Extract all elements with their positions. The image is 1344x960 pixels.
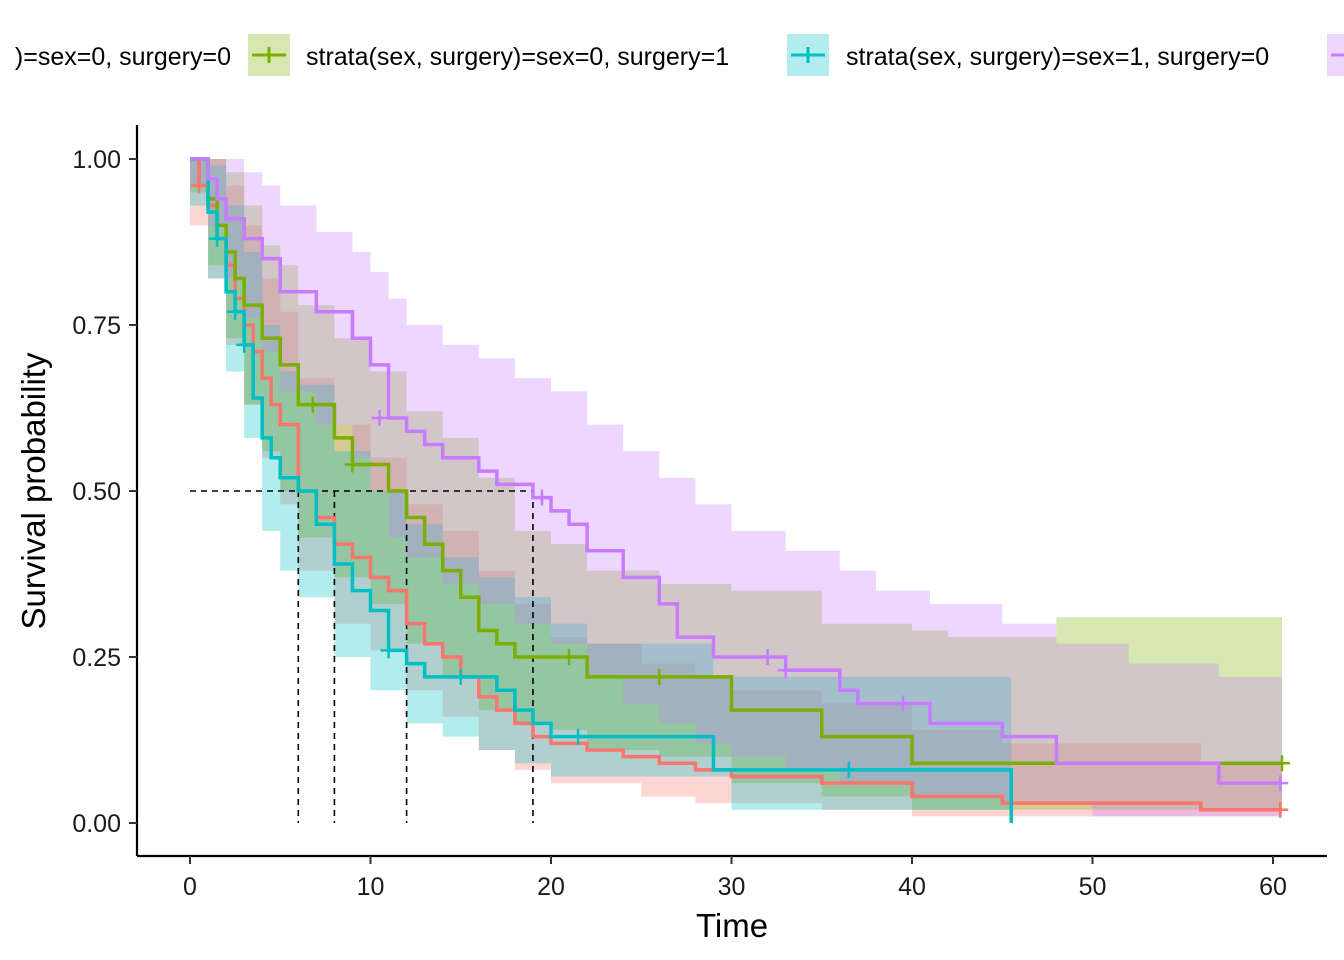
censor-mark	[533, 489, 550, 506]
legend-item-2: strata(sex, surgery)=sex=0, surgery=1	[248, 34, 729, 76]
censor-marks	[191, 177, 1291, 818]
censor-mark	[236, 336, 253, 353]
censor-mark	[380, 642, 397, 659]
confidence-band-4	[190, 159, 1283, 817]
censor-mark	[1272, 775, 1289, 792]
legend-key-line	[791, 47, 825, 63]
y-tick-label: 0.50	[72, 478, 121, 506]
x-ticks: 0 10 20 30 40 50 60	[183, 856, 1287, 901]
censor-mark	[191, 177, 208, 194]
censor-mark	[570, 728, 587, 745]
censor-mark	[777, 662, 794, 679]
censor-mark	[840, 761, 857, 778]
legend-label: strata(sex, surgery)=sex=1, surgery=0	[846, 43, 1269, 71]
censor-mark	[344, 456, 361, 473]
legend: )=sex=0, surgery=0 strata(sex, surgery)=s…	[15, 34, 1344, 76]
y-tick-label: 0.00	[72, 810, 121, 838]
censor-mark	[227, 303, 244, 320]
x-axis-title: Time	[696, 907, 768, 944]
y-tick-label: 1.00	[72, 146, 121, 174]
confidence-band-3	[190, 159, 1012, 810]
legend-key-line	[1331, 53, 1344, 57]
censor-mark	[651, 668, 668, 685]
censor-mark	[759, 649, 776, 665]
x-tick-label: 60	[1259, 873, 1287, 901]
x-tick-label: 10	[357, 873, 385, 901]
confidence-bands	[190, 159, 1283, 823]
x-tick-label: 0	[183, 873, 197, 901]
y-tick-label: 0.25	[72, 644, 121, 672]
confidence-band-1	[190, 159, 1283, 823]
censor-mark	[371, 409, 388, 426]
y-tick-label: 0.75	[72, 312, 121, 340]
legend-label: strata(sex, surgery)=sex=0, surgery=1	[306, 43, 729, 71]
x-tick-label: 40	[898, 873, 926, 901]
legend-item-3: strata(sex, surgery)=sex=1, surgery=0	[787, 34, 1269, 76]
legend-key-line	[252, 47, 286, 63]
legend-item-4	[1327, 34, 1344, 76]
x-tick-label: 30	[718, 873, 746, 901]
confidence-band-2	[190, 159, 1283, 810]
y-axis-title: Survival probability	[15, 352, 52, 629]
censor-mark	[1272, 801, 1289, 818]
survival-line-4	[190, 157, 1283, 785]
x-tick-label: 50	[1079, 873, 1107, 901]
censor-mark	[304, 396, 321, 413]
y-ticks: 0.00 0.25 0.50 0.75 1.00	[72, 146, 137, 838]
censor-mark	[452, 668, 469, 685]
censor-mark	[209, 230, 226, 247]
legend-item-1: )=sex=0, surgery=0	[15, 43, 231, 71]
censor-mark	[1274, 755, 1291, 772]
legend-label: )=sex=0, surgery=0	[15, 43, 231, 71]
censor-mark	[561, 649, 578, 665]
x-tick-label: 20	[537, 873, 565, 901]
censor-mark	[894, 695, 911, 712]
